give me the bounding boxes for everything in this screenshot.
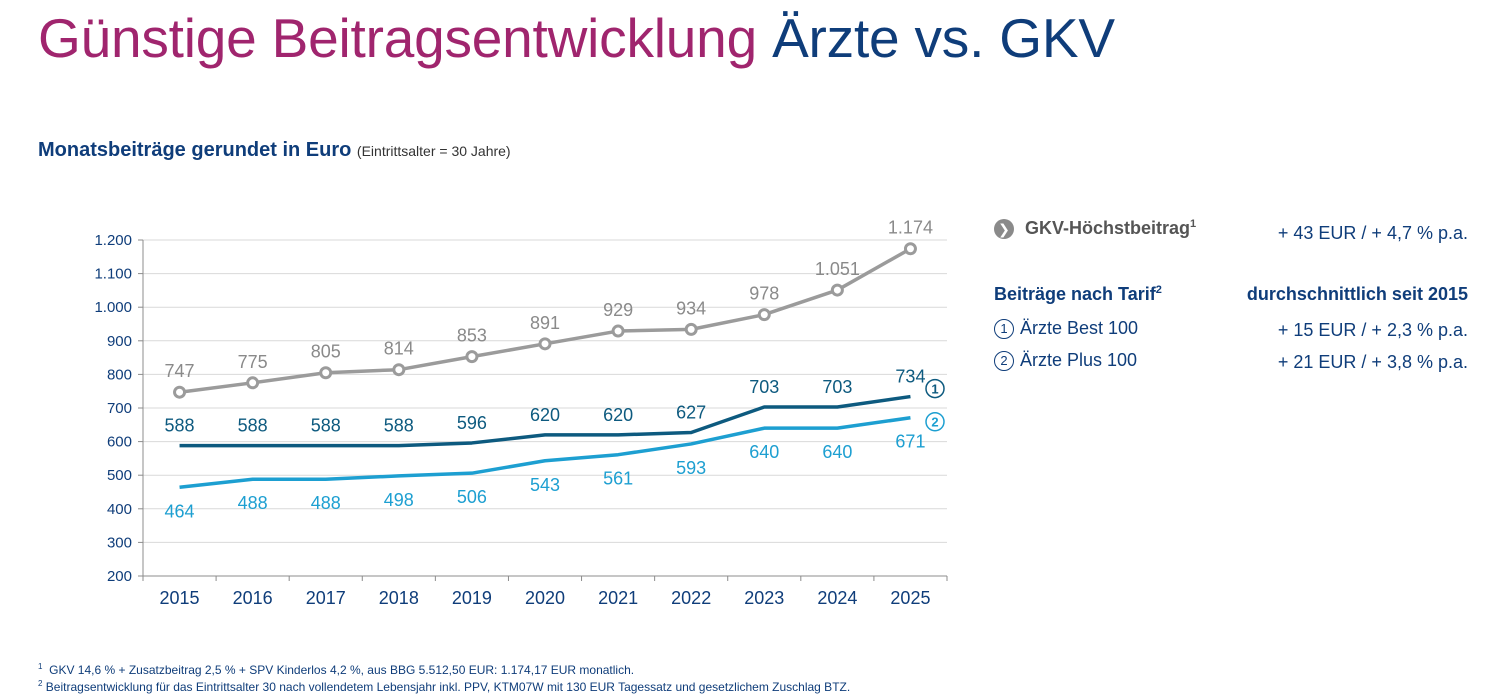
y-tick-label: 600 <box>107 434 132 451</box>
plus-data-label: 640 <box>749 442 779 462</box>
best-data-label: 596 <box>457 413 487 433</box>
x-tick-label: 2018 <box>379 588 419 608</box>
y-tick-label: 200 <box>107 568 132 585</box>
legend-plus-value: + 21 EUR / + 3,8 % p.a. <box>1277 352 1468 372</box>
series-end-marker-label-2: 2 <box>931 415 938 430</box>
plus-data-label: 543 <box>530 475 560 495</box>
legend-plus-number: 2 <box>994 351 1014 372</box>
plus-data-label: 671 <box>895 432 925 452</box>
x-tick-label: 2015 <box>160 588 200 608</box>
y-tick-label: 700 <box>107 400 132 417</box>
footnotes: 1 GKV 14,6 % + Zusatzbeitrag 2,5 % + SPV… <box>38 660 850 694</box>
legend-gkv-label: GKV-Höchstbeitrag1 <box>1025 218 1197 238</box>
plus-data-label: 488 <box>238 493 268 513</box>
gkv-point <box>465 350 479 364</box>
title-part-2: Ärzte vs. GKV <box>772 7 1115 69</box>
best-data-label: 620 <box>603 405 633 425</box>
best-data-label: 588 <box>165 416 195 436</box>
plus-data-label: 593 <box>676 458 706 478</box>
chart-subtitle: Monatsbeiträge gerundet in Euro (Eintrit… <box>38 139 511 162</box>
series-end-marker-label-1: 1 <box>931 382 938 397</box>
best-data-label: 734 <box>895 367 925 387</box>
plus-data-label: 498 <box>384 490 414 510</box>
gkv-point <box>611 324 625 338</box>
gkv-point <box>246 376 260 390</box>
best-data-label: 620 <box>530 405 560 425</box>
x-tick-label: 2016 <box>233 588 273 608</box>
plus-data-label: 640 <box>822 442 852 462</box>
gkv-data-label: 929 <box>603 300 633 320</box>
best-data-label: 703 <box>749 377 779 397</box>
gkv-data-label: 978 <box>749 284 779 304</box>
chevron-right-icon: ❯ <box>994 219 1014 240</box>
legend-best-value: + 15 EUR / + 2,3 % p.a. <box>1277 320 1468 340</box>
y-tick-label: 900 <box>107 333 132 350</box>
best-data-label: 588 <box>311 416 341 436</box>
x-tick-label: 2021 <box>598 588 638 608</box>
y-tick-label: 800 <box>107 366 132 383</box>
gkv-data-label: 934 <box>676 298 706 318</box>
legend-best-row: 1 Ärzte Best 100 <box>994 318 1139 340</box>
x-tick-label: 2023 <box>744 588 784 608</box>
page-title: Günstige Beitragsentwicklung Ärzte vs. G… <box>38 2 1115 74</box>
footnote-1: 1 GKV 14,6 % + Zusatzbeitrag 2,5 % + SPV… <box>38 662 635 677</box>
x-tick-label: 2020 <box>525 588 565 608</box>
plus-data-label: 561 <box>603 469 633 489</box>
legend-plus-label: Ärzte Plus 100 <box>1020 350 1138 370</box>
legend-best-number: 1 <box>994 319 1014 340</box>
series-end-marker-2 <box>925 411 945 432</box>
legend-avg-header: durchschnittlich seit 2015 <box>1246 284 1468 304</box>
subtitle-note: (Eintrittsalter = 30 Jahre) <box>356 143 511 159</box>
best-data-label: 588 <box>384 416 414 436</box>
gkv-data-label: 805 <box>311 342 341 362</box>
gkv-point <box>757 308 771 322</box>
x-tick-label: 2025 <box>890 588 930 608</box>
x-tick-label: 2024 <box>817 588 857 608</box>
gkv-point <box>830 283 844 297</box>
y-tick-label: 1.100 <box>94 266 132 283</box>
series-line-2 <box>179 394 911 448</box>
gkv-data-label: 747 <box>165 361 195 381</box>
title-part-1: Günstige Beitragsentwicklung <box>38 7 757 69</box>
x-tick-label: 2017 <box>306 588 346 608</box>
gkv-data-label: 853 <box>457 326 487 346</box>
y-tick-label: 400 <box>107 501 132 518</box>
series-end-marker-1 <box>925 378 945 399</box>
y-tick-label: 1.000 <box>94 299 132 316</box>
subtitle-main: Monatsbeiträge gerundet in Euro <box>38 139 352 161</box>
y-tick-label: 1.200 <box>94 232 132 249</box>
best-data-label: 703 <box>822 377 852 397</box>
gkv-point <box>173 385 187 399</box>
legend-tarif-header: Beiträge nach Tarif2 <box>994 284 1162 304</box>
legend-gkv-row: ❯ GKV-Höchstbeitrag1 <box>994 218 1197 240</box>
gkv-point <box>538 337 552 351</box>
gkv-data-label: 814 <box>384 339 414 359</box>
plus-data-label: 464 <box>165 501 195 521</box>
gkv-point <box>903 242 917 256</box>
gkv-point <box>319 366 333 380</box>
legend-gkv-value: + 43 EUR / + 4,7 % p.a. <box>1277 223 1468 243</box>
plus-data-label: 506 <box>457 487 487 507</box>
footnote-2: 2 Beitragsentwicklung für das Eintrittsa… <box>38 679 851 694</box>
x-tick-label: 2022 <box>671 588 711 608</box>
best-data-label: 627 <box>676 403 706 423</box>
y-tick-label: 500 <box>107 467 132 484</box>
plus-data-label: 488 <box>311 493 341 513</box>
x-tick-label: 2019 <box>452 588 492 608</box>
gkv-data-label: 1.051 <box>815 259 860 279</box>
y-tick-label: 300 <box>107 534 132 551</box>
gkv-point <box>684 322 698 336</box>
legend-best-label: Ärzte Best 100 <box>1020 318 1139 338</box>
gkv-point <box>392 363 406 377</box>
legend-plus-row: 2 Ärzte Plus 100 <box>994 350 1138 372</box>
best-data-label: 588 <box>238 416 268 436</box>
series-line-3 <box>179 416 911 490</box>
gkv-data-label: 775 <box>238 352 268 372</box>
gkv-data-label: 1.174 <box>888 218 933 238</box>
gkv-data-label: 891 <box>530 313 560 333</box>
